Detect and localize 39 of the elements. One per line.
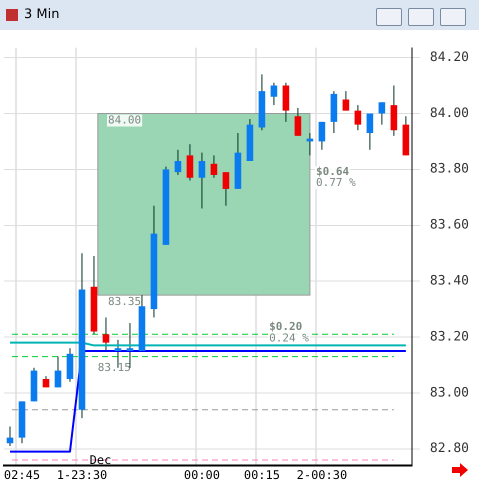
candlestick (366, 112, 374, 150)
annotation: $0.20 (269, 320, 302, 334)
y-tick-label: 83.20 (430, 329, 470, 344)
candlestick (342, 90, 350, 112)
candlestick (378, 102, 386, 126)
candlestick (354, 104, 362, 131)
x-tick-label: 00:15 (244, 468, 280, 482)
x-tick-label: 1-23:30 (56, 468, 108, 482)
y-tick-label: 82.80 (430, 441, 470, 456)
x-tick-label: 2-00:30 (296, 468, 348, 482)
y-tick-label: 83.60 (430, 218, 470, 233)
y-tick-label: 83.40 (430, 274, 470, 289)
candlestick (210, 154, 218, 178)
annotation: $0.64 (316, 165, 350, 178)
y-tick-label: 84.20 (430, 50, 470, 65)
candlestick (306, 132, 314, 156)
candlestick (6, 426, 14, 447)
y-tick-label: 83.80 (430, 162, 470, 177)
ref-line-label: Dec (90, 453, 112, 468)
annotation: 83.35 (108, 294, 142, 308)
candlestick (102, 316, 110, 352)
annotation: 0.24 % (269, 331, 310, 344)
candlestick (174, 149, 182, 176)
annotation: 84.00 (108, 113, 142, 126)
candlestick (270, 82, 278, 106)
candlestick (42, 376, 50, 388)
candlestick (318, 121, 326, 150)
candlestick (222, 172, 230, 206)
y-tick-label: 84.00 (430, 106, 470, 121)
chart-title: 3 Min (24, 7, 60, 22)
candlestick (186, 144, 194, 182)
annotation: 0.77 % (316, 176, 356, 190)
candlestick (54, 356, 62, 388)
candlestick (294, 107, 302, 136)
candlestick (198, 152, 206, 209)
annotation: 83.15 (98, 360, 131, 374)
y-tick-label: 83.00 (430, 385, 470, 400)
x-tick-label: 02:45 (4, 468, 40, 482)
x-tick-label: 00:00 (184, 468, 220, 482)
